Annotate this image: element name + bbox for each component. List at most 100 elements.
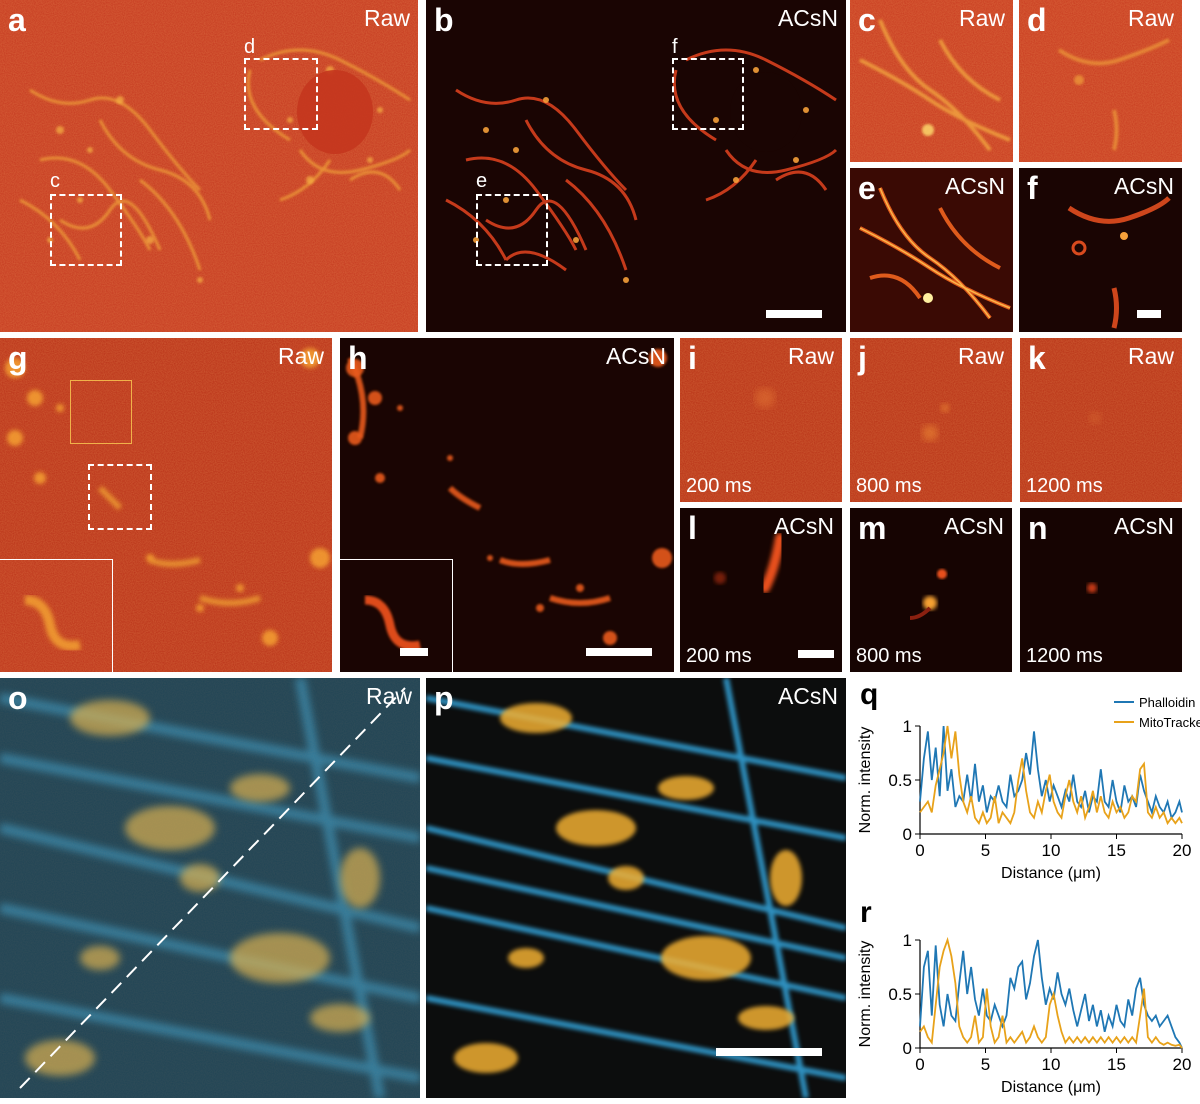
x-tick-label: 20 xyxy=(1173,1055,1192,1074)
series-line-phalloidin xyxy=(919,939,1183,1049)
panel-letter: a xyxy=(8,2,26,38)
x-tick-label: 15 xyxy=(1107,841,1126,860)
zoom-box-c xyxy=(50,194,122,266)
x-axis-title: Distance (μm) xyxy=(1001,865,1101,882)
x-tick-label: 5 xyxy=(981,841,990,860)
y-tick-label: 1 xyxy=(903,717,912,736)
box-label-c: c xyxy=(50,170,60,192)
panel-tag: Raw xyxy=(957,343,1004,369)
panel-o-texture xyxy=(0,678,420,1098)
panel-f-texture xyxy=(1067,196,1171,329)
y-tick-label: 0 xyxy=(903,825,912,844)
timestamp: 200 ms xyxy=(686,645,752,667)
panel-letter: d xyxy=(1027,2,1047,38)
panel-d-raw-zoom: d Raw xyxy=(1019,0,1182,162)
panel-f-acsn-zoom: f ACsN xyxy=(1019,168,1182,332)
timestamp: 1200 ms xyxy=(1026,645,1103,667)
zoom-box-e xyxy=(476,194,548,266)
x-tick-label: 15 xyxy=(1107,1055,1126,1074)
panel-tag: Raw xyxy=(787,343,834,369)
panel-d-texture xyxy=(1019,0,1182,162)
panel-l-texture xyxy=(714,533,785,593)
panel-tag: ACsN xyxy=(777,5,838,31)
scale-bar xyxy=(1137,310,1161,318)
panel-l-acsn-frame: l ACsN 200 ms xyxy=(680,508,842,672)
chart-r: r 0 5 10 15 20 0 0.5 1 Distance (μm) Norm. intens… xyxy=(850,892,1200,1102)
panel-a-raw-image: a Raw d c xyxy=(0,0,418,332)
panel-tag: ACsN xyxy=(605,343,666,369)
chart-letter: r xyxy=(860,896,872,929)
panel-tag: ACsN xyxy=(1113,173,1174,199)
panel-j-raw-frame: j Raw 800 ms xyxy=(850,338,1012,502)
panel-tag: ACsN xyxy=(777,683,838,709)
panel-letter: k xyxy=(1028,340,1046,376)
chart-letter: q xyxy=(860,678,879,711)
series-line-mitotracker xyxy=(919,936,1183,1049)
chart-q-svg: 0 5 10 15 20 0 0.5 1 Distance (μm) Norm. intensit… xyxy=(857,695,1200,882)
panel-letter: p xyxy=(434,680,454,716)
panel-c-texture xyxy=(850,0,1013,162)
box-label-d: d xyxy=(244,36,256,58)
y-tick-label: 0.5 xyxy=(888,771,912,790)
panel-tag: Raw xyxy=(1127,5,1174,31)
chart-r-svg: 0 5 10 15 20 0 0.5 1 Distance (μm) Norm. intensit… xyxy=(857,931,1192,1096)
zoom-inset xyxy=(0,559,113,672)
panel-tag: Raw xyxy=(958,5,1005,31)
x-tick-label: 0 xyxy=(915,1055,924,1074)
panel-tag: Raw xyxy=(363,5,410,31)
panel-e-acsn-zoom: e ACsN xyxy=(850,168,1013,332)
timestamp: 800 ms xyxy=(856,475,922,497)
panel-k-raw-frame: k Raw 1200 ms xyxy=(1020,338,1182,502)
panel-a-texture xyxy=(0,0,418,332)
y-axis-title: Norm. intensity xyxy=(857,941,874,1048)
scale-bar xyxy=(798,650,834,658)
panel-o-raw-dual-color: o Raw xyxy=(0,678,420,1098)
zoom-inset xyxy=(340,559,453,672)
inset-texture xyxy=(0,560,112,672)
timestamp: 200 ms xyxy=(686,475,752,497)
panel-tag: Raw xyxy=(365,683,412,709)
panel-n-acsn-frame: n ACsN 1200 ms xyxy=(1020,508,1182,672)
panel-h-acsn-image: h ACsN xyxy=(340,338,674,672)
panel-letter: j xyxy=(858,340,867,376)
x-tick-label: 5 xyxy=(981,1055,990,1074)
panel-n-texture xyxy=(1087,583,1097,593)
panel-h-texture xyxy=(346,349,672,645)
panel-tag: ACsN xyxy=(944,173,1005,199)
y-tick-label: 1 xyxy=(903,931,912,950)
panel-c-raw-zoom: c Raw xyxy=(850,0,1013,162)
panel-b-texture xyxy=(445,48,838,283)
panel-letter: l xyxy=(688,510,697,546)
panel-letter: b xyxy=(434,2,454,38)
panel-letter: f xyxy=(1027,170,1038,206)
zoom-box-f xyxy=(672,58,744,130)
panel-p-acsn-dual-color: p ACsN xyxy=(426,678,846,1098)
x-axis-title: Distance (μm) xyxy=(1001,1079,1101,1096)
timestamp: 1200 ms xyxy=(1026,475,1103,497)
panel-k-texture xyxy=(1020,338,1182,502)
x-tick-label: 0 xyxy=(915,841,924,860)
panel-m-acsn-frame: m ACsN 800 ms xyxy=(850,508,1012,672)
panel-m-texture xyxy=(909,569,947,620)
scale-bar xyxy=(586,648,652,656)
panel-letter: o xyxy=(8,680,28,716)
panel-letter: h xyxy=(348,340,368,376)
y-tick-label: 0 xyxy=(903,1039,912,1058)
box-label-f: f xyxy=(672,36,678,58)
chart-q: q 0 5 10 15 20 0 0.5 1 Distance (μm) Norm. intens… xyxy=(850,678,1200,888)
panel-i-raw-frame: i Raw 200 ms xyxy=(680,338,842,502)
panel-tag: Raw xyxy=(277,343,324,369)
panel-e-texture xyxy=(859,187,1011,320)
panel-b-acsn-image: b ACsN f e xyxy=(426,0,846,332)
panel-tag: ACsN xyxy=(1113,513,1174,539)
x-tick-label: 10 xyxy=(1042,1055,1061,1074)
legend-label: Phalloidin xyxy=(1139,695,1195,710)
x-tick-label: 20 xyxy=(1173,841,1192,860)
panel-g-raw-image: g Raw xyxy=(0,338,332,672)
panel-tag: Raw xyxy=(1127,343,1174,369)
panel-p-texture xyxy=(426,678,846,1098)
series-line-mitotracker xyxy=(919,725,1183,826)
panel-letter: i xyxy=(688,340,697,376)
box-label-e: e xyxy=(476,170,488,192)
